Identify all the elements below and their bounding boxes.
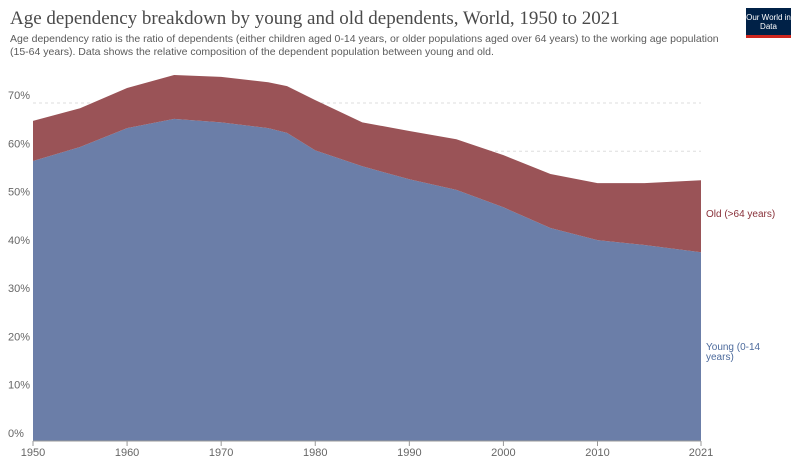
area — [33, 118, 701, 441]
x-tick-label: 1950 — [21, 447, 45, 459]
y-tick-label: 10% — [8, 380, 30, 392]
y-tick-label: 20% — [8, 331, 30, 343]
chart-subtitle: Age dependency ratio is the ratio of dep… — [10, 33, 719, 58]
series-label: Old (>64 years) — [706, 209, 776, 221]
y-tick-label: 0% — [8, 428, 24, 440]
y-tick-label: 30% — [8, 283, 30, 295]
x-tick-label: 1980 — [303, 447, 327, 459]
x-tick-label: 1990 — [397, 447, 421, 459]
y-tick-label: 60% — [8, 138, 30, 150]
x-tick-label: 1970 — [209, 447, 233, 459]
x-tick-label: 1960 — [115, 447, 139, 459]
y-tick-label: 50% — [8, 187, 30, 199]
y-tick-label: 40% — [8, 235, 30, 247]
y-tick-label: 70% — [8, 90, 30, 102]
x-tick-label: 2021 — [689, 447, 713, 459]
area — [33, 74, 701, 253]
logo[interactable]: Our World in Data — [746, 8, 791, 38]
chart-title: Age dependency breakdown by young and ol… — [10, 8, 620, 29]
x-tick-label: 2000 — [491, 447, 515, 459]
x-tick-label: 2010 — [585, 447, 609, 459]
series-label: Young (0-14 years) — [706, 341, 761, 363]
